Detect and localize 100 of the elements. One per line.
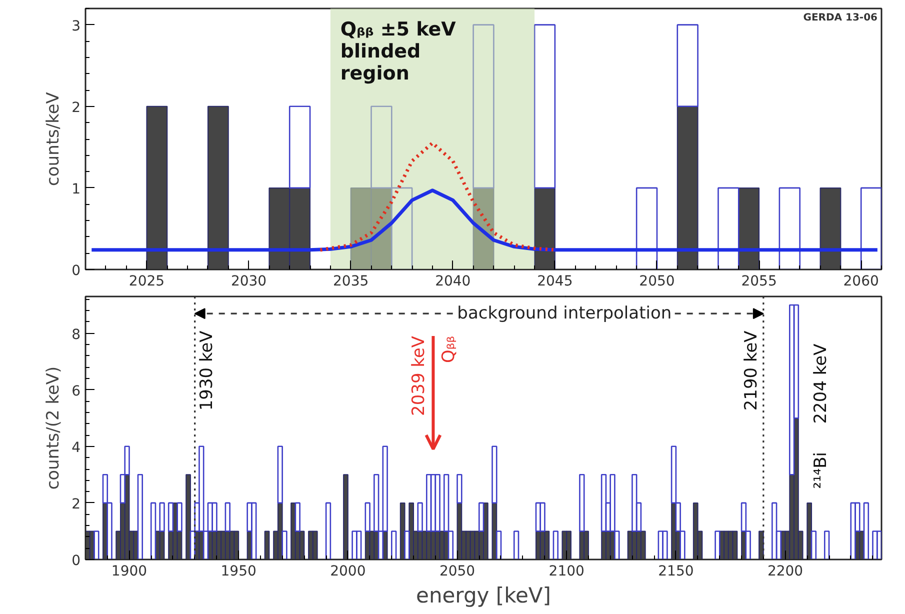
x-tick-label: 2200 [767, 564, 804, 580]
x-tick-label: 2055 [741, 274, 777, 290]
annotation: GERDA 13-06 [803, 12, 878, 24]
y-tick-label: 6 [72, 383, 81, 400]
bar [159, 502, 165, 532]
bar [552, 530, 558, 560]
bar [168, 502, 174, 532]
bar [492, 446, 498, 504]
bar [343, 474, 348, 560]
y-tick-label: 0 [72, 553, 81, 569]
bar [207, 106, 229, 270]
bar [676, 24, 698, 108]
bar [579, 474, 585, 532]
bar [146, 106, 168, 270]
y-tick-label: 1 [72, 181, 81, 198]
bar [391, 530, 397, 560]
x-tick-label: 2035 [333, 274, 369, 290]
x-tick-label: 2000 [330, 564, 366, 580]
bar [299, 530, 305, 560]
bar [732, 530, 738, 560]
bar [714, 530, 720, 560]
y-tick-label: 8 [72, 326, 81, 343]
bar [325, 502, 332, 560]
x-axis-title: energy [keV] [416, 584, 551, 608]
y-tick-label: 2 [72, 496, 81, 512]
x-tick-label: 2060 [843, 274, 879, 290]
bar [282, 530, 288, 560]
bar [212, 502, 218, 532]
bar [150, 502, 156, 560]
bar [288, 106, 311, 189]
x-tick-label: 2100 [548, 564, 584, 580]
bar [820, 187, 842, 270]
y-tick-label: 2 [72, 100, 81, 116]
bar [534, 24, 556, 189]
bar [186, 474, 191, 560]
x-tick-label: 2050 [439, 564, 476, 580]
bar [662, 530, 668, 560]
bar [534, 187, 556, 270]
bar [492, 502, 498, 560]
bar [430, 474, 436, 532]
bar [600, 474, 607, 532]
bar [294, 502, 300, 532]
bar [264, 530, 270, 560]
bar [860, 187, 882, 270]
x-tick-label: 1950 [220, 564, 256, 580]
ref-line-label: 2039 keV Qᵦᵦ [409, 336, 460, 416]
bar [224, 502, 230, 532]
bar [778, 187, 801, 270]
x-tick-label: 2045 [537, 274, 573, 290]
x-tick-label: 2030 [230, 274, 267, 290]
x-tick-label: 2150 [658, 564, 694, 580]
bar [312, 530, 318, 560]
bar [718, 187, 740, 270]
y-axis-title: counts/keV [44, 92, 64, 186]
annotation: ²¹⁴Bi [811, 452, 832, 489]
x-tick-label: 2025 [128, 274, 165, 290]
bar [636, 187, 658, 270]
bar [772, 502, 778, 560]
bar [540, 502, 546, 532]
bar [544, 530, 550, 560]
bar [863, 502, 870, 560]
bar [824, 530, 830, 560]
bar [872, 530, 878, 560]
bar [692, 502, 698, 560]
y-tick-label: 4 [72, 440, 81, 456]
x-tick-label: 2040 [435, 274, 471, 290]
line-series [90, 188, 880, 252]
ref-line-label: 2190 keV [741, 330, 762, 411]
bar [640, 530, 646, 560]
bar [352, 530, 358, 560]
bar [277, 446, 283, 504]
bar [789, 304, 795, 476]
bar [758, 530, 764, 560]
bar [404, 530, 410, 560]
bar [806, 502, 812, 560]
bar [632, 474, 638, 532]
bar [876, 530, 882, 560]
bar [234, 530, 240, 560]
bar [676, 106, 698, 270]
bar [426, 474, 432, 532]
bar [478, 502, 484, 532]
annotation: 2204 keV [811, 343, 832, 424]
bar [496, 530, 502, 560]
bar [472, 24, 494, 189]
bar [434, 474, 440, 532]
bar [535, 502, 542, 532]
y-tick-label: 0 [72, 263, 81, 279]
bar [456, 474, 462, 504]
bar [137, 474, 144, 560]
y-axis-title: counts/(2 keV) [44, 366, 64, 490]
y-tick-label: 3 [72, 18, 81, 34]
bar [810, 530, 817, 560]
annotation: background interpolation [457, 304, 672, 324]
x-tick-label: 1900 [111, 564, 148, 580]
band-label: Qᵦᵦ ±5 keV blinded region [340, 18, 456, 84]
ref-line-label: 1930 keV [196, 330, 217, 411]
x-tick-label: 2050 [639, 274, 675, 290]
bar [94, 530, 100, 560]
bar [364, 502, 370, 532]
bar [176, 502, 182, 532]
